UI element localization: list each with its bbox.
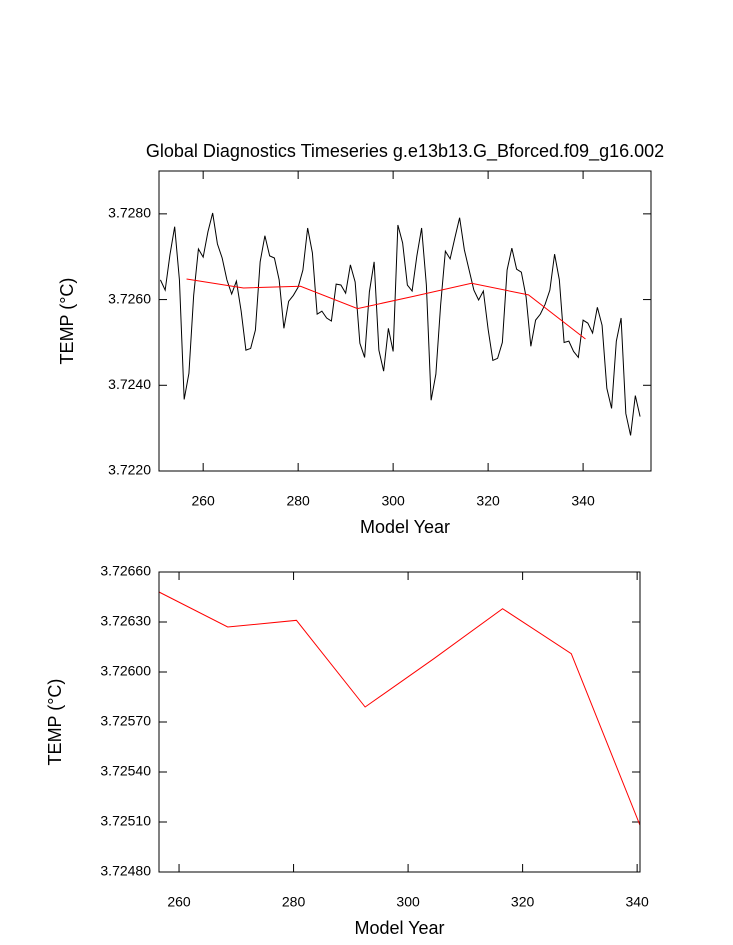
x-tick-label: 320 (511, 894, 535, 910)
plot-frame (158, 170, 652, 472)
y-axis-label: TEMP (°C) (45, 679, 65, 766)
x-tick-label: 340 (625, 894, 649, 910)
x-tick-label: 260 (191, 493, 215, 509)
x-tick-label: 260 (167, 894, 191, 910)
x-axis-label: Model Year (360, 517, 450, 537)
series-line (159, 212, 641, 436)
y-tick-label: 3.72510 (100, 813, 151, 829)
x-tick-label: 280 (282, 894, 306, 910)
y-tick-label: 3.72540 (100, 763, 151, 779)
y-tick-label: 3.7220 (108, 462, 151, 478)
y-tick-label: 3.72480 (100, 863, 151, 879)
x-axis-label: Model Year (354, 918, 444, 938)
x-tick-label: 280 (286, 493, 310, 509)
y-tick-label: 3.72630 (100, 613, 151, 629)
y-tick-label: 3.7280 (108, 205, 151, 221)
y-tick-label: 3.7240 (108, 376, 151, 392)
series-line (158, 591, 641, 826)
x-tick-label: 300 (396, 894, 420, 910)
series-line (186, 278, 586, 340)
y-tick-label: 3.72660 (100, 563, 151, 579)
x-tick-label: 340 (571, 493, 595, 509)
x-tick-label: 320 (476, 493, 500, 509)
chart-title: Global Diagnostics Timeseries g.e13b13.G… (146, 141, 664, 162)
y-tick-label: 3.72570 (100, 713, 151, 729)
y-tick-label: 3.7260 (108, 290, 151, 306)
y-axis-label: TEMP (°C) (57, 278, 77, 365)
y-tick-label: 3.72600 (100, 663, 151, 679)
plot-frame (158, 571, 641, 873)
x-tick-label: 300 (381, 493, 405, 509)
